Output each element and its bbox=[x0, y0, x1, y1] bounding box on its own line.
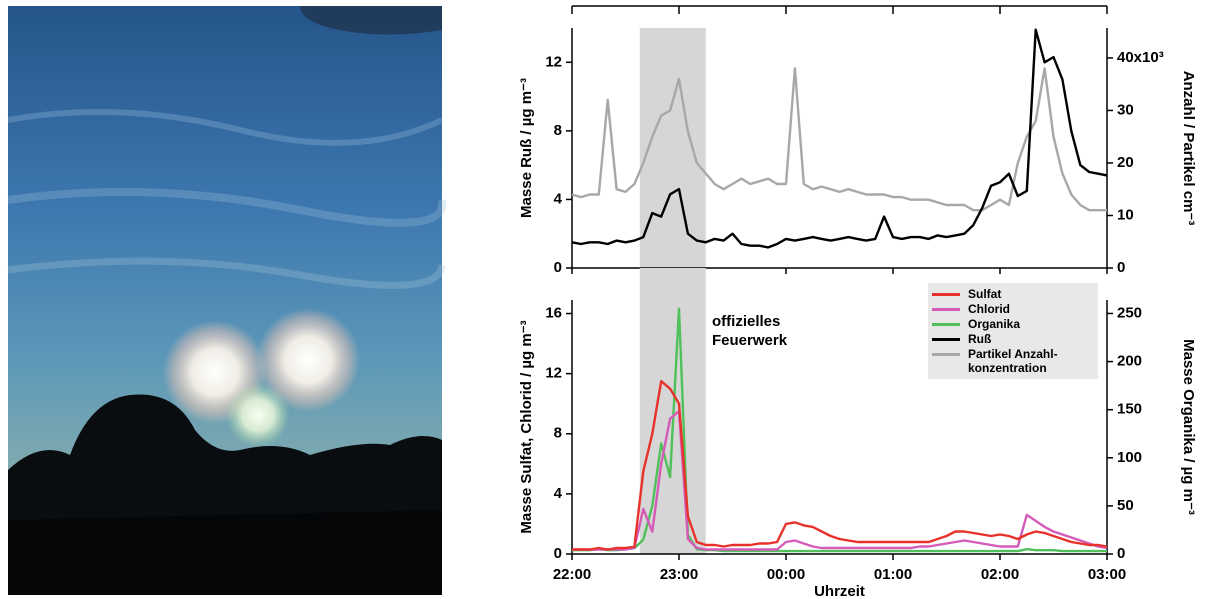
y2-tick-label: 100 bbox=[1117, 449, 1142, 466]
y2-tick-label: 30 bbox=[1117, 101, 1134, 118]
legend: Sulfat Chlorid Organika Ruß Partikel Anzahl-… bbox=[928, 283, 1098, 379]
annotation: offizielles bbox=[712, 313, 780, 330]
x-tick-label: 03:00 bbox=[1088, 566, 1126, 583]
legend-label: Ruß bbox=[968, 332, 992, 346]
x-tick-label: 02:00 bbox=[981, 566, 1019, 583]
y2-axis-title: Masse Organika / µg m⁻³ bbox=[1180, 339, 1197, 515]
series-line bbox=[572, 307, 1107, 553]
y-tick-label: 0 bbox=[554, 545, 562, 562]
annotation: Feuerwerk bbox=[712, 332, 788, 349]
x-axis-title: Uhrzeit bbox=[814, 583, 865, 599]
x-tick-label: 22:00 bbox=[553, 566, 591, 583]
legend-entry: Chlorid bbox=[932, 302, 1094, 316]
legend-swatch bbox=[932, 323, 960, 326]
y-tick-label: 4 bbox=[554, 190, 563, 207]
legend-entry: Sulfat bbox=[932, 287, 1094, 301]
legend-swatch bbox=[932, 353, 960, 356]
y2-tick-label: 250 bbox=[1117, 304, 1142, 321]
y2-tick-label: 0 bbox=[1117, 259, 1125, 276]
legend-entry: Partikel Anzahl-konzentration bbox=[932, 347, 1094, 375]
x-tick-label: 01:00 bbox=[874, 566, 912, 583]
y2-tick-label: 20 bbox=[1117, 154, 1134, 171]
y2-tick-label: 200 bbox=[1117, 353, 1142, 370]
legend-label: Sulfat bbox=[968, 287, 1002, 301]
legend-entry: Ruß bbox=[932, 332, 1094, 346]
x-tick-label: 00:00 bbox=[767, 566, 805, 583]
y-axis-title: Masse Sulfat, Chlorid / µg m⁻³ bbox=[518, 320, 535, 533]
y2-tick-label: 150 bbox=[1117, 401, 1142, 418]
legend-entry: Organika bbox=[932, 317, 1094, 331]
series-line bbox=[571, 28, 1108, 249]
y-axis-title: Masse Ruß / µg m⁻³ bbox=[518, 78, 535, 218]
y-tick-label: 12 bbox=[545, 53, 562, 70]
y2-tick-label: 0 bbox=[1117, 545, 1125, 562]
series-line bbox=[572, 410, 1108, 551]
legend-swatch bbox=[932, 293, 960, 296]
y-tick-label: 8 bbox=[554, 425, 562, 442]
legend-label: Partikel Anzahl-konzentration bbox=[968, 347, 1058, 375]
series-line bbox=[572, 380, 1108, 551]
legend-label: Organika bbox=[968, 317, 1021, 331]
x-tick-label: 23:00 bbox=[660, 566, 698, 583]
legend-swatch bbox=[932, 338, 960, 341]
y-tick-label: 8 bbox=[554, 122, 562, 139]
y-tick-label: 16 bbox=[545, 304, 562, 321]
y-tick-label: 0 bbox=[554, 259, 562, 276]
y2-axis-title: Anzahl / Partikel cm⁻³ bbox=[1180, 71, 1197, 226]
legend-label: Chlorid bbox=[968, 302, 1010, 316]
photo bbox=[7, 6, 447, 595]
y-tick-label: 12 bbox=[545, 365, 562, 382]
y2-tick-label: 40x10³ bbox=[1117, 49, 1164, 66]
y2-tick-label: 50 bbox=[1117, 497, 1134, 514]
legend-swatch bbox=[932, 308, 960, 311]
y2-tick-label: 10 bbox=[1117, 206, 1134, 223]
y-tick-label: 4 bbox=[554, 485, 563, 502]
highlight-band bbox=[639, 28, 706, 268]
series-line bbox=[571, 67, 1107, 212]
